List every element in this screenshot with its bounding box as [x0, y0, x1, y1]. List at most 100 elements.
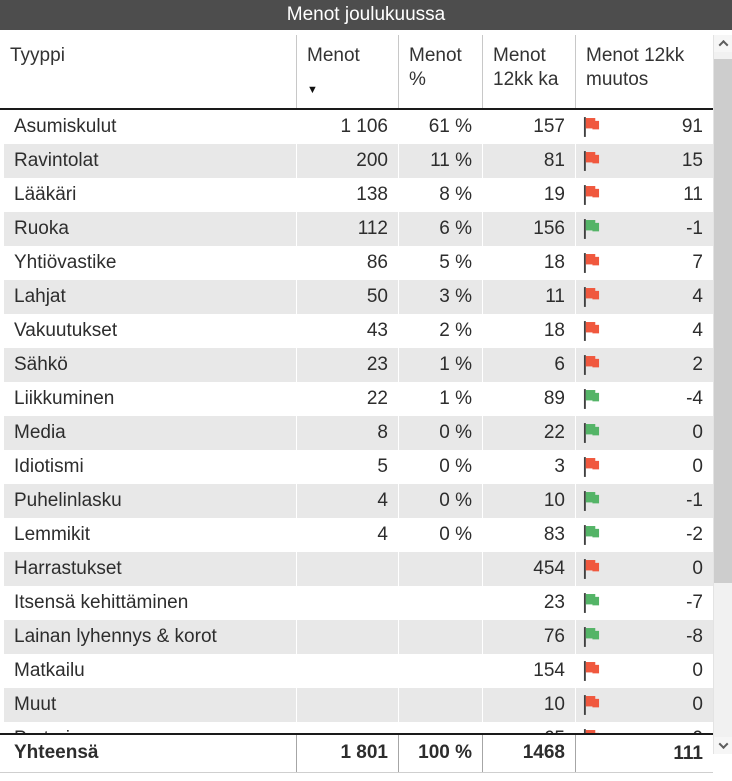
category-cell: Lainan lyhennys & korot	[0, 620, 296, 654]
muutos-value: 0	[692, 722, 703, 733]
menot-pct-cell: 8 %	[398, 178, 482, 212]
column-header-menot-pct[interactable]: Menot %	[398, 35, 482, 108]
menot-cell: 22	[296, 382, 398, 416]
menot-pct-cell: 0 %	[398, 484, 482, 518]
menot-12kk-muutos-cell: -1	[575, 484, 713, 518]
table-row[interactable]: Puhelinlasku 4 0 % 10 -1	[0, 484, 713, 518]
menot-12kk-muutos-cell: 4	[575, 280, 713, 314]
flag-icon	[583, 144, 600, 178]
menot-12kk-muutos-cell: 0	[575, 722, 713, 733]
column-header-label: Menot 12kk muutos	[586, 45, 685, 90]
table-row[interactable]: Ravintolat 200 11 % 81 15	[0, 144, 713, 178]
menot-12kk-ka-cell: 18	[482, 246, 575, 280]
total-menot-12kk-ka: 1468	[482, 735, 575, 772]
menot-12kk-muutos-cell: -1	[575, 212, 713, 246]
menot-pct-cell: 1 %	[398, 382, 482, 416]
menot-cell	[296, 586, 398, 620]
chevron-up-icon	[718, 39, 728, 50]
table-row[interactable]: Lainan lyhennys & korot 76 -8	[0, 620, 713, 654]
menot-pct-cell: 0 %	[398, 518, 482, 552]
table-row[interactable]: Matkailu 154 0	[0, 654, 713, 688]
menot-cell: 43	[296, 314, 398, 348]
menot-12kk-ka-cell: 10	[482, 688, 575, 722]
category-cell: Matkailu	[0, 654, 296, 688]
scroll-up-button[interactable]	[714, 35, 732, 52]
table-row[interactable]: Lahjat 50 3 % 11 4	[0, 280, 713, 314]
total-menot: 1 801	[296, 735, 398, 772]
muutos-value: 4	[692, 320, 703, 341]
table-row[interactable]: Liikkuminen 22 1 % 89 -4	[0, 382, 713, 416]
menot-12kk-ka-cell: 3	[482, 450, 575, 484]
table-row[interactable]: Muut 10 0	[0, 688, 713, 722]
menot-cell	[296, 552, 398, 586]
menot-12kk-ka-cell: 156	[482, 212, 575, 246]
total-label: Yhteensä	[0, 735, 296, 772]
flag-icon	[583, 552, 600, 586]
table-row[interactable]: Itsensä kehittäminen 23 -7	[0, 586, 713, 620]
muutos-value: 15	[681, 150, 703, 171]
menot-pct-cell: 0 %	[398, 450, 482, 484]
menot-12kk-muutos-cell: 0	[575, 450, 713, 484]
vertical-scrollbar[interactable]	[713, 35, 732, 754]
sort-descending-icon[interactable]: ▼	[307, 84, 318, 96]
muutos-value: 0	[692, 456, 703, 477]
muutos-value: 4	[692, 286, 703, 307]
menot-12kk-ka-cell: 65	[482, 722, 575, 733]
menot-pct-cell: 0 %	[398, 416, 482, 450]
muutos-value: -1	[686, 490, 703, 511]
menot-cell	[296, 722, 398, 733]
muutos-value: 0	[692, 694, 703, 715]
table-row[interactable]: Asumiskulut 1 106 61 % 157 91	[0, 110, 713, 144]
flag-icon	[583, 722, 600, 733]
menot-cell: 8	[296, 416, 398, 450]
table-row[interactable]: Parturi 65 0	[0, 722, 713, 733]
muutos-value: -2	[686, 524, 703, 545]
menot-12kk-muutos-cell: 91	[575, 110, 713, 144]
menot-12kk-ka-cell: 18	[482, 314, 575, 348]
flag-icon	[583, 620, 600, 654]
column-header-label: Tyyppi	[10, 45, 65, 66]
menot-pct-cell	[398, 722, 482, 733]
menot-12kk-muutos-cell: 11	[575, 178, 713, 212]
flag-icon	[583, 178, 600, 212]
category-cell: Puhelinlasku	[0, 484, 296, 518]
column-header-label: Menot %	[409, 45, 462, 90]
menot-pct-cell	[398, 552, 482, 586]
muutos-value: -8	[686, 626, 703, 647]
flag-icon	[583, 688, 600, 722]
table-row[interactable]: Vakuutukset 43 2 % 18 4	[0, 314, 713, 348]
muutos-value: 11	[683, 184, 703, 205]
table-row[interactable]: Yhtiövastike 86 5 % 18 7	[0, 246, 713, 280]
flag-icon	[583, 246, 600, 280]
column-header-menot-12kk-ka[interactable]: Menot 12kk ka	[482, 35, 575, 108]
table-row[interactable]: Lääkäri 138 8 % 19 11	[0, 178, 713, 212]
menot-12kk-ka-cell: 89	[482, 382, 575, 416]
menot-cell: 138	[296, 178, 398, 212]
muutos-value: 7	[692, 252, 703, 273]
menot-cell: 23	[296, 348, 398, 382]
table-row[interactable]: Harrastukset 454 0	[0, 552, 713, 586]
menot-12kk-ka-cell: 6	[482, 348, 575, 382]
scrollbar-thumb[interactable]	[714, 59, 732, 583]
menot-cell: 86	[296, 246, 398, 280]
menot-12kk-ka-cell: 81	[482, 144, 575, 178]
table-row[interactable]: Idiotismi 5 0 % 3 0	[0, 450, 713, 484]
table-row[interactable]: Lemmikit 4 0 % 83 -2	[0, 518, 713, 552]
muutos-value: 0	[692, 422, 703, 443]
column-header-tyyppi[interactable]: Tyyppi	[0, 35, 296, 108]
column-header-menot-12kk-muutos[interactable]: Menot 12kk muutos	[575, 35, 713, 108]
category-cell: Yhtiövastike	[0, 246, 296, 280]
table-row[interactable]: Media 8 0 % 22 0	[0, 416, 713, 450]
scroll-down-button[interactable]	[714, 737, 732, 754]
category-cell: Parturi	[0, 722, 296, 733]
table-row[interactable]: Sähkö 23 1 % 6 2	[0, 348, 713, 382]
category-cell: Liikkuminen	[0, 382, 296, 416]
menot-pct-cell: 5 %	[398, 246, 482, 280]
column-header-label: Menot	[307, 45, 360, 66]
column-header-menot[interactable]: Menot ▼	[296, 35, 398, 108]
menot-cell	[296, 654, 398, 688]
clipped-table-row[interactable]: Parturi 65 0	[0, 722, 713, 733]
table-row[interactable]: Ruoka 112 6 % 156 -1	[0, 212, 713, 246]
menot-12kk-ka-cell: 10	[482, 484, 575, 518]
